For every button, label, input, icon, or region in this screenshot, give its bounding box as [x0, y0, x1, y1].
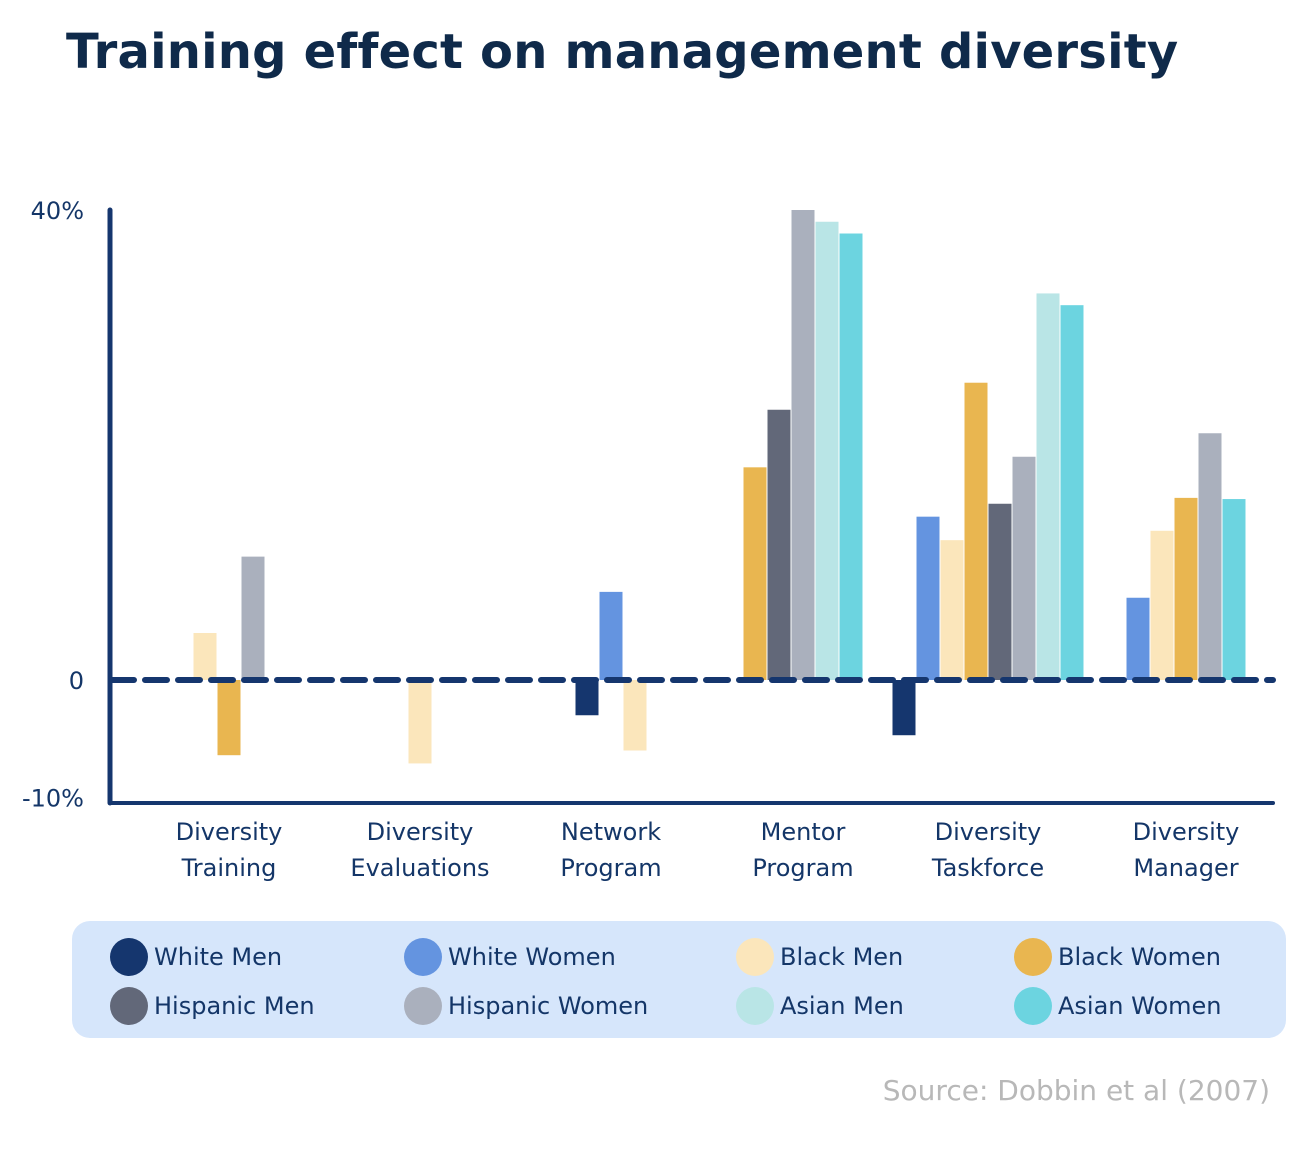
legend-label: White Women: [448, 943, 616, 971]
bar-diversity-training-hispanic-women: [241, 556, 265, 680]
legend-item-asian-women: Asian Women: [1014, 987, 1222, 1025]
bar-diversity-manager-asian-women: [1222, 499, 1246, 680]
bar-network-program-white-women: [599, 591, 623, 680]
legend-item-white-men: White Men: [110, 938, 282, 976]
legend-label: Black Men: [780, 943, 904, 971]
bars-layer: [193, 210, 1246, 764]
x-category-label: Diversity Taskforce: [931, 818, 1044, 882]
bar-mentor-program-black-women: [743, 467, 767, 680]
bar-diversity-taskforce-asian-men: [1036, 293, 1060, 680]
x-category-label: Diversity Manager: [1133, 818, 1240, 882]
legend-swatch-icon: [736, 938, 774, 976]
bar-chart: 40% 0 -10% Diversity Training Diversity Evalu…: [22, 197, 1276, 882]
bar-diversity-manager-white-women: [1126, 597, 1150, 680]
bar-diversity-manager-hispanic-women: [1198, 433, 1222, 680]
legend-swatch-icon: [1014, 987, 1052, 1025]
bar-diversity-taskforce-asian-women: [1060, 305, 1084, 680]
y-tick-label: 40%: [31, 197, 84, 225]
legend-item-asian-men: Asian Men: [736, 987, 904, 1025]
legend-item-hispanic-women: Hispanic Women: [404, 987, 648, 1025]
legend-item-black-women: Black Women: [1014, 938, 1221, 976]
legend-swatch-icon: [736, 987, 774, 1025]
bar-diversity-taskforce-white-men: [892, 680, 916, 736]
bar-diversity-taskforce-hispanic-women: [1012, 456, 1036, 680]
bar-mentor-program-asian-men: [815, 221, 839, 680]
legend-item-white-women: White Women: [404, 938, 616, 976]
bar-diversity-manager-black-men: [1150, 530, 1174, 680]
legend-swatch-icon: [404, 938, 442, 976]
legend-label: Hispanic Men: [154, 992, 315, 1020]
legend-item-hispanic-men: Hispanic Men: [110, 987, 315, 1025]
bar-diversity-taskforce-white-women: [916, 516, 940, 680]
legend: White Men White Women Black Men Black Women…: [72, 921, 1286, 1038]
bar-diversity-training-black-women: [217, 680, 241, 756]
bar-mentor-program-hispanic-women: [791, 210, 815, 680]
bar-diversity-taskforce-black-women: [964, 382, 988, 680]
y-tick-labels: 40% 0 -10%: [22, 197, 84, 813]
bar-diversity-manager-black-women: [1174, 497, 1198, 680]
bar-diversity-taskforce-hispanic-men: [988, 503, 1012, 680]
bar-mentor-program-asian-women: [839, 233, 863, 680]
x-category-label: Mentor Program: [752, 818, 853, 882]
legend-swatch-icon: [110, 938, 148, 976]
x-category-label: Diversity Evaluations: [350, 818, 489, 882]
legend-swatch-icon: [404, 987, 442, 1025]
legend-label: Black Women: [1058, 943, 1221, 971]
bar-diversity-training-black-men: [193, 633, 217, 680]
bar-diversity-taskforce-black-men: [940, 540, 964, 680]
legend-swatch-icon: [110, 987, 148, 1025]
y-tick-label: -10%: [22, 785, 84, 813]
legend-swatch-icon: [1014, 938, 1052, 976]
legend-item-black-men: Black Men: [736, 938, 903, 976]
bar-mentor-program-hispanic-men: [767, 409, 791, 680]
legend-label: White Men: [154, 943, 283, 971]
chart-title: Training effect on management diversity: [66, 24, 1179, 80]
bar-network-program-white-men: [575, 680, 599, 716]
x-category-labels: Diversity Training Diversity Evaluations Net…: [176, 818, 1240, 882]
x-category-label: Network Program: [560, 818, 661, 882]
y-tick-label: 0: [69, 667, 84, 695]
legend-label: Asian Women: [1058, 992, 1222, 1020]
x-category-label: Diversity Training: [176, 818, 283, 882]
bar-network-program-black-men: [623, 680, 647, 751]
bar-diversity-evaluations-black-men: [408, 680, 432, 764]
legend-label: Hispanic Women: [448, 992, 649, 1020]
source-note: Source: Dobbin et al (2007): [882, 1074, 1270, 1107]
legend-label: Asian Men: [780, 992, 904, 1020]
